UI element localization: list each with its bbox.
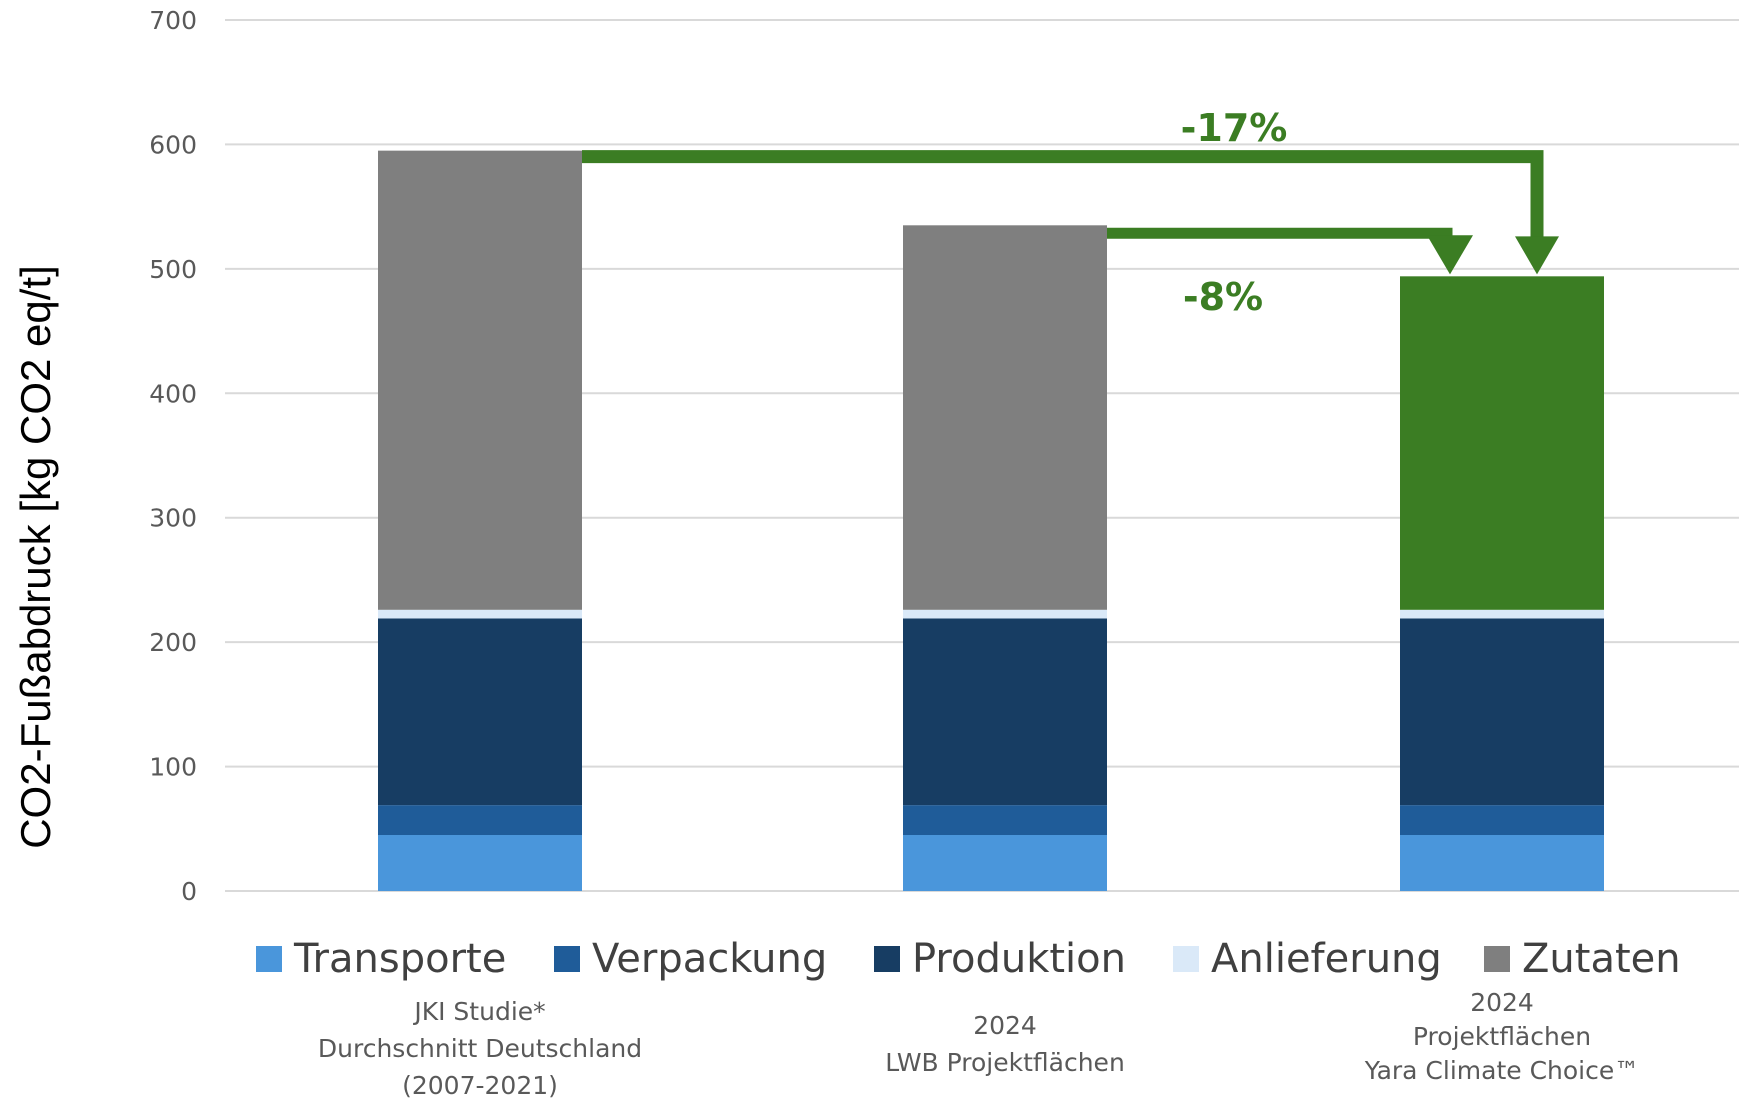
arrow-head	[1515, 236, 1559, 275]
legend-label: Zutaten	[1522, 936, 1681, 982]
annotation-reduction-17: -17%	[1181, 106, 1288, 150]
bar-segment-anlieferung	[1400, 609, 1604, 619]
y-axis-label: CO2-Fußabdruck [kg CO2 eq/t]	[12, 265, 59, 849]
bar-segment-verpackung	[378, 805, 582, 836]
y-tick-label: 500	[149, 255, 197, 284]
bar-segment-produktion	[378, 618, 582, 806]
legend-item-transporte: Transporte	[256, 936, 506, 982]
y-tick-label: 200	[149, 628, 197, 657]
legend-swatch	[1173, 946, 1199, 972]
legend-label: Verpackung	[592, 936, 827, 982]
y-tick-label: 100	[149, 753, 197, 782]
y-tick-label: 400	[149, 379, 197, 408]
bar-segment-transporte	[378, 835, 582, 891]
y-tick-label: 600	[149, 130, 197, 159]
category-label-line: 2024	[973, 1011, 1037, 1040]
category-label-line: Projektflächen	[1413, 1022, 1591, 1051]
y-tick-label: 300	[149, 504, 197, 533]
category-labels: JKI Studie* Durchschnitt Deutschland (2007…	[318, 988, 1639, 1098]
bar-segment-produktion	[903, 618, 1107, 806]
legend-item-zutaten: Zutaten	[1484, 936, 1681, 982]
bar-segment-transporte	[1400, 835, 1604, 891]
bar-segment-produktion	[1400, 618, 1604, 806]
y-tick-label: 700	[149, 6, 197, 35]
y-axis-ticks: 0 100 200 300 400 500 600 700	[149, 6, 197, 906]
annotation-reduction-8: -8%	[1183, 275, 1263, 319]
legend-item-verpackung: Verpackung	[554, 936, 827, 982]
arrow-line	[1107, 227, 1453, 239]
arrow-head	[1427, 235, 1473, 275]
category-label-line: (2007-2021)	[402, 1071, 558, 1098]
legend-label: Produktion	[912, 936, 1126, 982]
bar-segment-verpackung	[1400, 805, 1604, 836]
category-label: 2024 LWB Projektflächen	[885, 1011, 1125, 1077]
legend-item-anlieferung: Anlieferung	[1173, 936, 1442, 982]
category-label-line: Durchschnitt Deutschland	[318, 1034, 642, 1063]
legend-item-produktion: Produktion	[874, 936, 1126, 982]
legend-swatch	[256, 946, 282, 972]
arrow-line	[582, 150, 1544, 239]
legend-swatch	[874, 946, 900, 972]
bars	[378, 150, 1604, 891]
bar-segment-zutaten	[903, 225, 1107, 610]
category-label-line: LWB Projektflächen	[885, 1048, 1125, 1077]
legend-label: Anlieferung	[1211, 936, 1442, 982]
reduction-arrows	[582, 150, 1559, 275]
bar-segment-zutaten	[1400, 276, 1604, 610]
legend: Transporte Verpackung Produktion Anlieferun…	[256, 936, 1681, 982]
legend-label: Transporte	[293, 936, 506, 982]
legend-swatch	[1484, 946, 1510, 972]
legend-swatch	[554, 946, 580, 972]
category-label: JKI Studie* Durchschnitt Deutschland (2007…	[318, 997, 642, 1098]
category-label-line: 2024	[1470, 988, 1534, 1017]
bar-segment-verpackung	[903, 805, 1107, 836]
category-label: 2024 Projektflächen Yara Climate Choice™	[1364, 988, 1640, 1085]
bar-segment-anlieferung	[378, 609, 582, 619]
bar-segment-transporte	[903, 835, 1107, 891]
category-label-line: Yara Climate Choice™	[1364, 1056, 1640, 1085]
y-tick-label: 0	[181, 877, 197, 906]
bar-segment-zutaten	[378, 150, 582, 610]
bar-segment-anlieferung	[903, 609, 1107, 619]
category-label-line: JKI Studie*	[412, 997, 545, 1026]
